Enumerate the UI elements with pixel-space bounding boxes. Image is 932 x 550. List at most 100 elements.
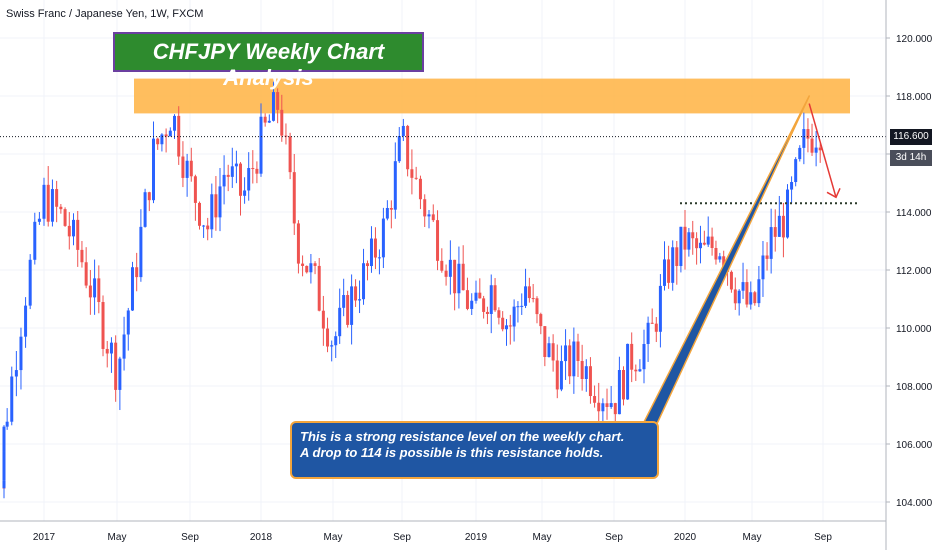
candle-body xyxy=(377,257,381,259)
candle-body xyxy=(267,120,271,123)
resistance-zone xyxy=(134,78,850,114)
time-tick-label: May xyxy=(533,532,552,543)
candle-body xyxy=(80,249,84,263)
time-tick-label: Sep xyxy=(393,532,411,543)
candle-body xyxy=(76,219,80,250)
candle-body xyxy=(489,285,493,314)
candle-body xyxy=(243,190,247,196)
candle-body xyxy=(42,184,46,219)
candle-body xyxy=(427,214,431,217)
candle-body xyxy=(691,232,695,239)
candle-body xyxy=(512,306,516,327)
candle-body xyxy=(156,138,160,145)
candle-body xyxy=(718,256,722,260)
candle-body xyxy=(37,218,41,222)
candle-body xyxy=(818,147,822,151)
current-price-badge: 116.600 xyxy=(890,128,932,145)
candle-body xyxy=(414,177,418,179)
projection-arrow xyxy=(808,103,841,199)
candle-body xyxy=(88,285,92,298)
candle-body xyxy=(749,292,753,305)
candle-body xyxy=(397,135,401,162)
candle-body xyxy=(301,263,305,266)
candle-body xyxy=(296,223,300,264)
candle-body xyxy=(305,265,309,273)
candle-body xyxy=(342,295,346,308)
candle-body xyxy=(547,343,551,357)
candle-body xyxy=(658,285,662,332)
candle-body xyxy=(470,300,474,309)
candle-body xyxy=(580,360,584,380)
candle-body xyxy=(568,345,572,377)
candle-body xyxy=(710,236,714,249)
candle-body xyxy=(185,160,189,178)
candle-body xyxy=(330,345,334,347)
candle-body xyxy=(63,209,67,226)
candle-body xyxy=(97,278,101,303)
candle-body xyxy=(617,370,621,415)
candle-body xyxy=(524,286,528,306)
candle-body xyxy=(50,189,54,222)
candle-body xyxy=(338,307,342,337)
candle-body xyxy=(733,289,737,304)
candle-body xyxy=(650,322,654,324)
candle-body xyxy=(255,168,259,174)
time-tick-label: May xyxy=(108,532,127,543)
candle-body xyxy=(786,189,789,238)
candle-body xyxy=(508,325,512,327)
candle-body xyxy=(263,116,267,123)
candle-body xyxy=(520,305,524,307)
candle-body xyxy=(814,147,818,153)
candle-body xyxy=(373,238,377,258)
time-tick-label: 2018 xyxy=(250,532,273,543)
candle-body xyxy=(737,290,741,304)
candle-body xyxy=(474,292,478,301)
symbol-label: Swiss Franc / Japanese Yen, 1W, FXCM xyxy=(6,8,204,20)
candle-body xyxy=(238,163,242,196)
candle-body xyxy=(164,134,168,137)
candle-body xyxy=(465,290,469,309)
candle-body xyxy=(177,115,181,157)
candle-body xyxy=(609,403,613,407)
price-tick-label: 106.000 xyxy=(896,440,932,451)
candle-body xyxy=(393,161,397,210)
candle-body xyxy=(309,263,313,273)
candle-body xyxy=(72,219,76,237)
candle-body xyxy=(410,169,414,178)
candle-body xyxy=(5,421,9,427)
candle-body xyxy=(493,285,497,311)
candle-body xyxy=(168,130,172,137)
time-tick-label: Sep xyxy=(605,532,623,543)
candle-body xyxy=(24,305,28,337)
candle-body xyxy=(794,159,798,183)
countdown-badge: 3d 14h xyxy=(890,150,932,166)
candle-body xyxy=(135,267,139,278)
candle-body xyxy=(765,255,769,259)
time-tick-label: Sep xyxy=(814,532,832,543)
time-tick-label: 2020 xyxy=(674,532,697,543)
trendline-shape xyxy=(640,95,810,429)
candle-body xyxy=(93,278,97,298)
candle-body xyxy=(210,194,214,230)
candle-body xyxy=(247,168,251,191)
candle-body xyxy=(531,298,535,300)
candle-body xyxy=(576,341,580,361)
candle-body xyxy=(584,366,588,380)
candle-body xyxy=(497,310,501,318)
candle-body xyxy=(444,270,448,277)
candle-body xyxy=(147,192,151,201)
candle-body xyxy=(790,182,794,190)
candle-body xyxy=(654,323,658,332)
candle-body xyxy=(19,336,23,371)
candle-body xyxy=(798,147,802,160)
candle-body xyxy=(321,310,325,329)
candle-body xyxy=(695,238,699,249)
candle-body xyxy=(130,267,134,311)
candle-body xyxy=(551,343,555,361)
candle-body xyxy=(638,369,642,372)
candle-body xyxy=(683,226,687,250)
time-tick-label: May xyxy=(324,532,343,543)
candle-body xyxy=(122,334,126,359)
candle-body xyxy=(453,259,457,294)
